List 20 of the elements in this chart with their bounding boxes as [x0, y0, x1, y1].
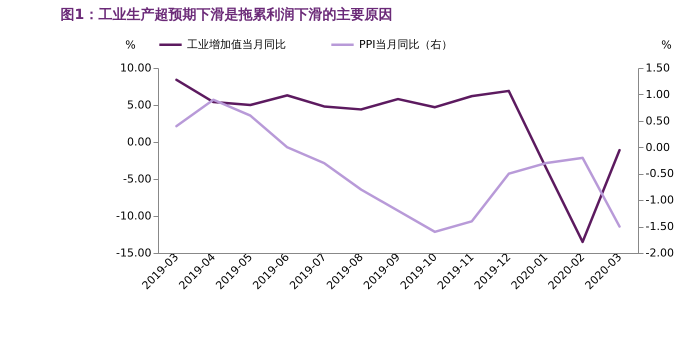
- y-axis-title: %: [125, 38, 136, 52]
- y2-tick-label: 0.00: [646, 140, 670, 154]
- chart-title: 图1：工业生产超预期下滑是拖累利润下滑的主要原因: [60, 6, 392, 23]
- y-tick-label: 5.00: [127, 98, 152, 112]
- y2-tick-label: -2.00: [646, 246, 674, 260]
- y2-axis-title: %: [661, 38, 672, 52]
- y2-tick-label: -1.00: [646, 194, 674, 207]
- y2-tick-label: 1.00: [646, 88, 670, 101]
- y-tick-label: 0.00: [127, 136, 152, 148]
- line-series: [175, 98, 621, 234]
- y2-tick-label: -1.50: [646, 220, 674, 234]
- y2-tick-label: -0.50: [646, 167, 674, 180]
- y-tick-label: -10.00: [116, 210, 152, 222]
- legend-label: PPI当月同比（右）: [359, 38, 453, 51]
- legend-label: 工业增加值当月同比: [187, 38, 286, 51]
- line-series: [175, 78, 621, 244]
- y2-tick-label: 0.50: [646, 114, 670, 128]
- y-tick-label: -5.00: [123, 172, 152, 186]
- y-tick-label: 10.00: [120, 62, 152, 74]
- y2-tick-label: 1.50: [646, 62, 670, 74]
